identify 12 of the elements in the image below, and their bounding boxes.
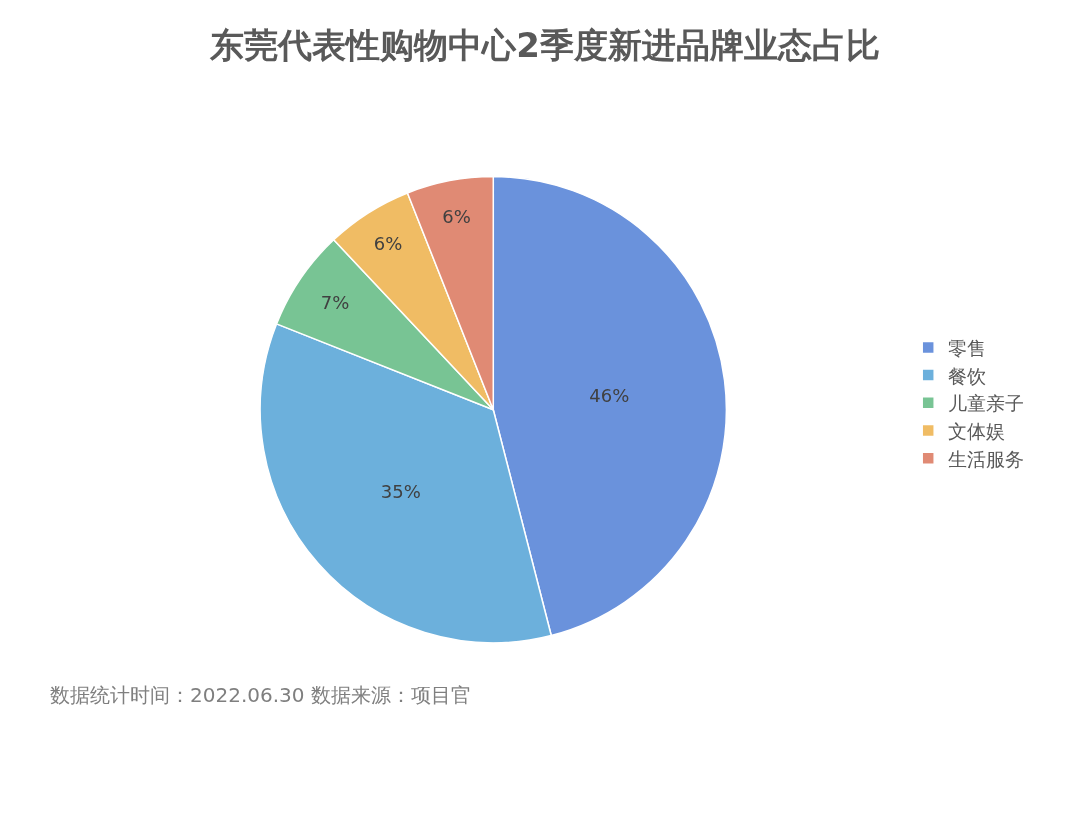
legend-label: 生活服务	[948, 447, 1025, 470]
data-label: 6%	[373, 233, 403, 255]
legend-label: 餐饮	[948, 364, 987, 387]
legend-label: 零售	[948, 336, 987, 359]
legend-label: 文体娱	[948, 419, 1006, 442]
chart-title: 东莞代表性购物中心2季度新进品牌业态占比	[209, 24, 880, 65]
data-label: 46%	[589, 384, 630, 406]
data-label: 35%	[380, 480, 421, 502]
data-label: 7%	[320, 291, 350, 313]
text: 数据统计时间：2022.06.30 数据来源：项目官	[50, 683, 471, 707]
legend-label: 儿童亲子	[948, 392, 1025, 415]
data-label: 6%	[442, 206, 471, 228]
